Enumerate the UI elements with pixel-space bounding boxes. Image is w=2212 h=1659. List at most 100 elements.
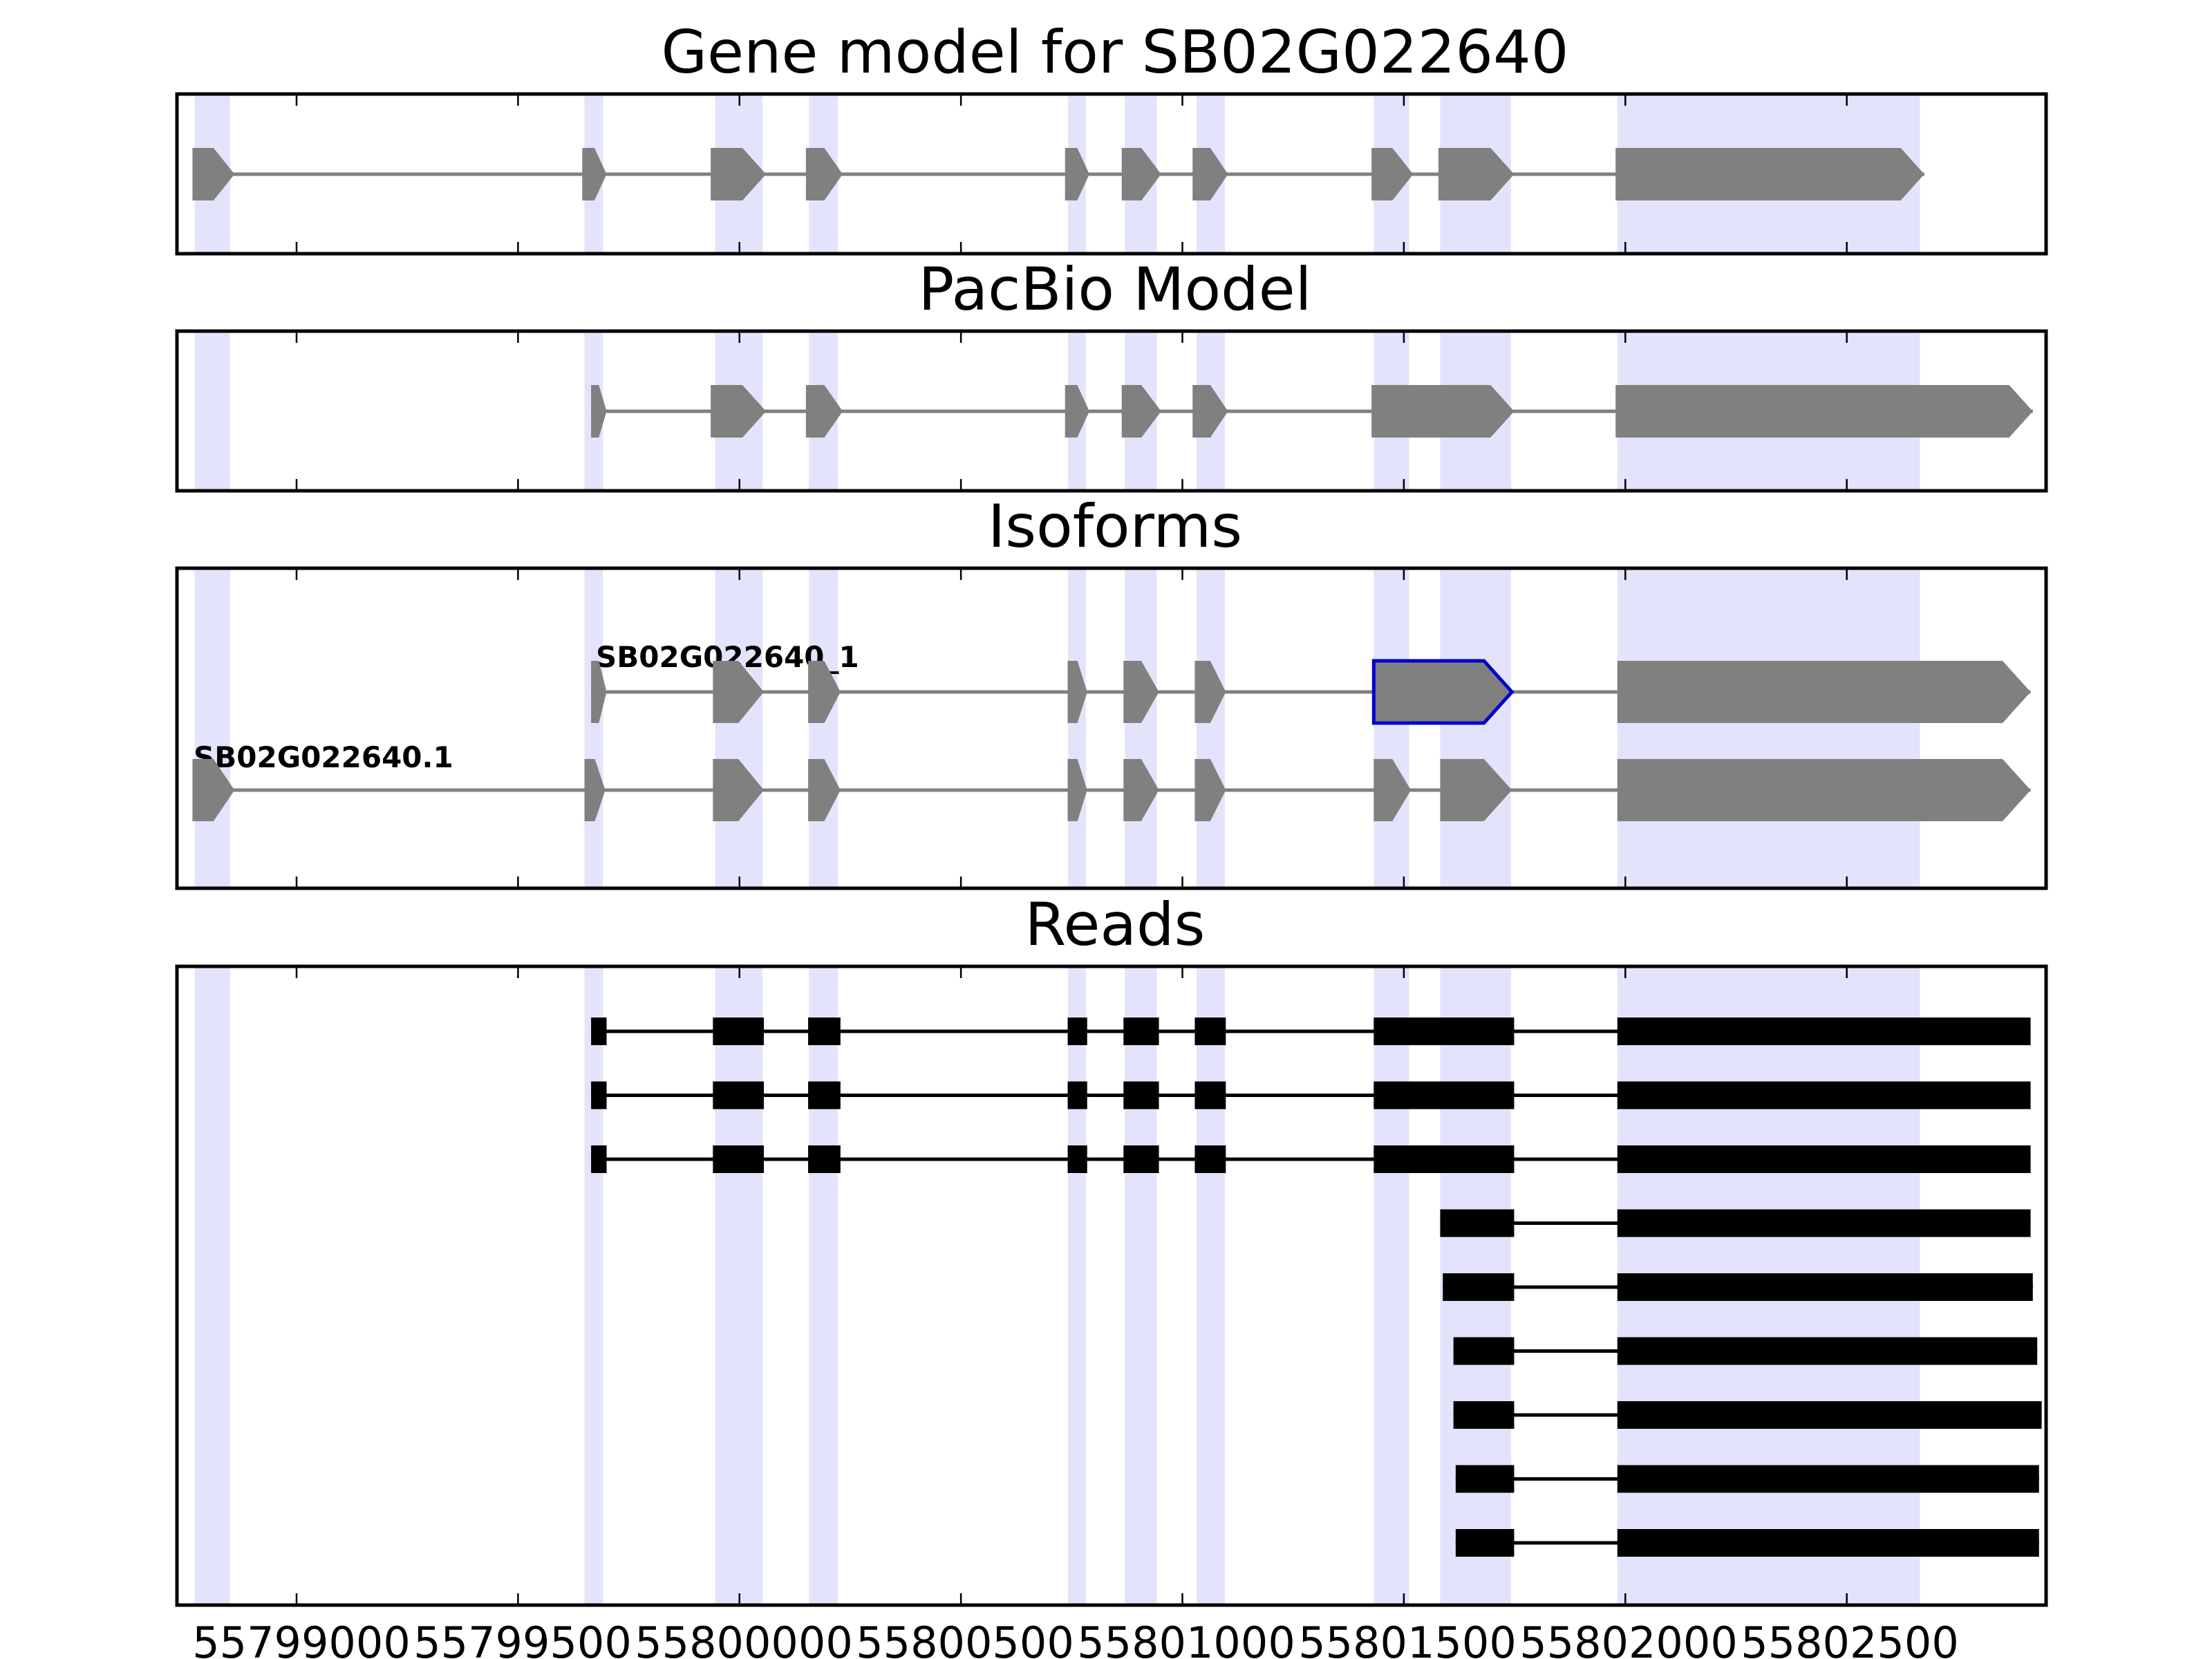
exon-arrow xyxy=(1121,148,1161,200)
read-exon-block xyxy=(713,1145,765,1173)
exon-arrow xyxy=(713,759,765,821)
read-exon-block xyxy=(1453,1337,1515,1365)
gene-model-panel xyxy=(175,92,2048,256)
isoform-label-2: SB02G022640.1 xyxy=(194,740,453,774)
read-exon-block xyxy=(1617,1018,2031,1045)
read-exon-block xyxy=(1194,1081,1226,1109)
isoforms-panel: SB02G022640_1 SB02G022640.1 xyxy=(175,566,2048,890)
gene-model-title: Gene model for SB02G022640 xyxy=(662,18,1569,87)
read-exon-block xyxy=(1617,1081,2031,1109)
exon-arrow xyxy=(1440,759,1512,821)
exon-arrow xyxy=(1123,759,1159,821)
exon-shade-region xyxy=(1125,966,1157,1605)
exon-arrow xyxy=(808,759,841,821)
exon-arrow xyxy=(1065,148,1089,200)
read-exon-block xyxy=(1194,1145,1226,1173)
pacbio-model-title: PacBio Model xyxy=(918,255,1311,324)
exon-arrow xyxy=(591,385,607,438)
exon-arrow xyxy=(1371,659,1515,725)
panel-frame xyxy=(175,566,2048,890)
read-exon-block xyxy=(1374,1081,1515,1109)
x-tick-label: 55802500 xyxy=(1741,1618,1959,1659)
read-exon-block xyxy=(1194,1018,1226,1045)
exon-arrow xyxy=(192,148,235,200)
exon-arrow xyxy=(805,148,843,200)
reads-title: Reads xyxy=(1025,890,1206,959)
exon-shade-region xyxy=(1197,966,1226,1605)
exon-shade-region xyxy=(194,331,230,491)
read-exon-block xyxy=(1067,1145,1087,1173)
pacbio-model-panel xyxy=(175,329,2048,493)
exon-arrow xyxy=(713,661,765,723)
x-tick-label: 55800000 xyxy=(635,1618,853,1659)
exon-arrow xyxy=(1065,385,1089,438)
x-tick-label: 55799500 xyxy=(413,1618,632,1659)
exon-shade-region xyxy=(1197,568,1226,888)
read-exon-block xyxy=(1067,1018,1087,1045)
exon-shade-region xyxy=(1068,966,1086,1605)
exon-arrow xyxy=(1617,759,2031,821)
read-exon-block xyxy=(1440,1209,1515,1237)
read-exon-block xyxy=(1617,1401,2042,1429)
read-exon-block xyxy=(1455,1529,1515,1557)
exon-arrow xyxy=(808,661,841,723)
exon-arrow xyxy=(711,385,767,438)
read-exon-block xyxy=(591,1081,607,1109)
exon-arrow xyxy=(1438,148,1515,200)
exon-shade-region xyxy=(1374,966,1409,1605)
read-exon-block xyxy=(1617,1337,2038,1365)
exon-arrow xyxy=(1617,661,2031,723)
read-exon-block xyxy=(713,1018,765,1045)
exon-shade-region xyxy=(194,966,230,1605)
read-exon-block xyxy=(1617,1529,2039,1557)
read-exon-block xyxy=(1123,1018,1159,1045)
read-exon-block xyxy=(1617,1209,2031,1237)
exon-shade-region xyxy=(1440,568,1511,888)
exon-arrow xyxy=(1192,385,1228,438)
read-exon-block xyxy=(808,1081,841,1109)
read-exon-block xyxy=(713,1081,765,1109)
exon-arrow xyxy=(192,759,235,821)
panel-frame xyxy=(175,329,2048,493)
read-exon-block xyxy=(591,1018,607,1045)
exon-shade-region xyxy=(715,966,763,1605)
read-exon-block xyxy=(808,1145,841,1173)
exon-arrow xyxy=(1067,661,1087,723)
exon-shade-region xyxy=(584,966,603,1605)
exon-shade-region xyxy=(715,568,763,888)
exon-arrow xyxy=(711,148,767,200)
exon-arrow xyxy=(1121,385,1161,438)
read-exon-block xyxy=(1617,1465,2039,1493)
read-exon-block xyxy=(1374,1145,1515,1173)
exon-arrow xyxy=(1123,661,1159,723)
exon-shade-region xyxy=(584,568,603,888)
read-exon-block xyxy=(1443,1273,1515,1301)
panel-frame xyxy=(175,92,2048,256)
x-tick-label: 55800500 xyxy=(856,1618,1074,1659)
exon-arrow xyxy=(1371,148,1414,200)
x-tick-label: 55799000 xyxy=(192,1618,411,1659)
exon-arrow xyxy=(1371,385,1515,438)
exon-shade-region xyxy=(809,568,838,888)
exon-arrow xyxy=(1067,759,1087,821)
read-exon-block xyxy=(1617,1145,2031,1173)
read-exon-block xyxy=(1123,1081,1159,1109)
isoforms-title: Isoforms xyxy=(988,492,1242,561)
read-exon-block xyxy=(1617,1273,2033,1301)
exon-arrow xyxy=(582,148,607,200)
exon-arrow xyxy=(1194,759,1226,821)
exon-shade-region xyxy=(1068,568,1086,888)
exon-arrow xyxy=(1194,661,1226,723)
exon-shade-region xyxy=(1125,568,1157,888)
exon-arrow xyxy=(1615,148,1924,200)
read-exon-block xyxy=(1067,1081,1087,1109)
exon-shade-region xyxy=(1374,568,1409,888)
read-exon-block xyxy=(808,1018,841,1045)
x-tick-label: 55801000 xyxy=(1077,1618,1295,1659)
x-tick-label: 55802000 xyxy=(1519,1618,1738,1659)
read-exon-block xyxy=(1374,1018,1515,1045)
read-exon-block xyxy=(591,1145,607,1173)
x-tick-label: 55801500 xyxy=(1298,1618,1517,1659)
exon-arrow xyxy=(805,385,843,438)
